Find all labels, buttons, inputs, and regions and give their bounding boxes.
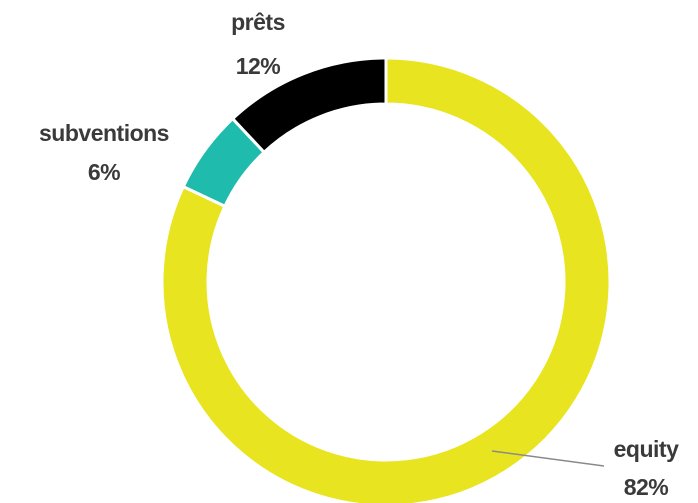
equity-leader-line — [491, 450, 605, 467]
slice-equity — [160, 56, 612, 503]
prets-value-label: 12% — [236, 53, 281, 79]
subventions-value-label: 6% — [88, 159, 120, 185]
subventions-label: subventions — [39, 120, 169, 146]
prets-label: prêts — [231, 9, 285, 35]
equity-value-label: 82% — [624, 474, 669, 500]
equity-label: equity — [614, 436, 679, 462]
slice-prets — [230, 56, 388, 155]
donut-slices — [160, 56, 612, 503]
